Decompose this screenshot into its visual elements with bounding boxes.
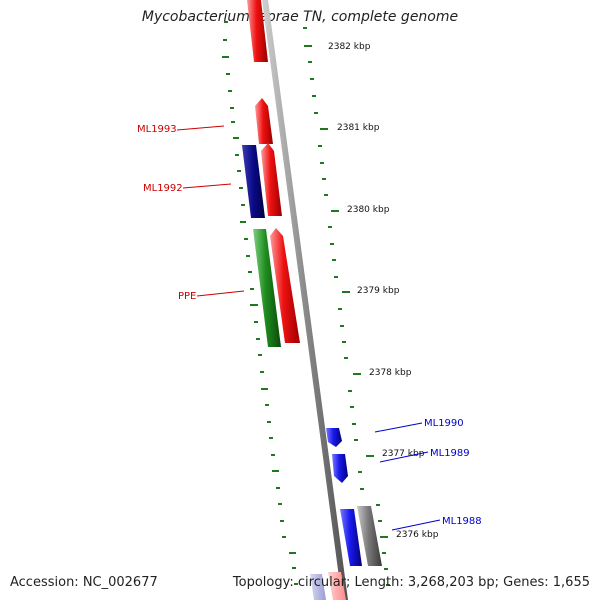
gene-block-ml1988-other xyxy=(357,506,382,566)
gene-arrow-top xyxy=(247,0,268,62)
gene-label-ml1993: ML1993 xyxy=(137,124,177,135)
gene-label-ml1989: ML1989 xyxy=(430,448,470,459)
gene-label-leaders xyxy=(176,125,441,531)
genome-summary-text: Topology: circular; Length: 3,268,203 bp… xyxy=(232,575,590,590)
scale-label: 2379 kbp xyxy=(357,286,400,296)
gene-arrow-ppe-plus xyxy=(270,228,300,343)
outer-scale-ruler xyxy=(222,21,298,585)
gene-label-ml1990: ML1990 xyxy=(424,418,464,429)
gene-arrow-ml1989 xyxy=(332,454,348,483)
gene-fade-red xyxy=(328,572,346,600)
gene-labels: ML1993 ML1992 PPE ML1990 ML1989 ML1988 xyxy=(137,124,482,527)
scale-label: 2378 kbp xyxy=(369,368,412,378)
scale-labels: 2382 kbp 2381 kbp 2380 kbp 2379 kbp 2378… xyxy=(328,42,439,540)
scale-label: 2377 kbp xyxy=(382,449,425,459)
gene-arrow-ml1990 xyxy=(326,428,342,447)
gene-label-ml1992: ML1992 xyxy=(143,183,183,194)
scale-label: 2381 kbp xyxy=(337,123,380,133)
genome-title: Mycobacterium leprae TN, complete genome xyxy=(141,9,459,25)
gene-block-ml1992-minus xyxy=(242,145,265,218)
gene-block-ml1988 xyxy=(340,509,362,566)
gene-arrow-ml1992 xyxy=(261,143,282,216)
gene-arrow-ml1993 xyxy=(255,98,273,144)
gene-label-ml1988: ML1988 xyxy=(442,516,482,527)
accession-text: Accession: NC_002677 xyxy=(10,575,158,590)
inner-scale-ruler xyxy=(303,27,390,586)
scale-label: 2382 kbp xyxy=(328,42,371,52)
scale-label: 2376 kbp xyxy=(396,530,439,540)
scale-label: 2380 kbp xyxy=(347,205,390,215)
gene-label-ppe: PPE xyxy=(178,291,196,302)
genome-backbone xyxy=(262,0,348,600)
gene-block-ppe xyxy=(253,229,281,347)
gene-fade-blue xyxy=(310,574,326,600)
